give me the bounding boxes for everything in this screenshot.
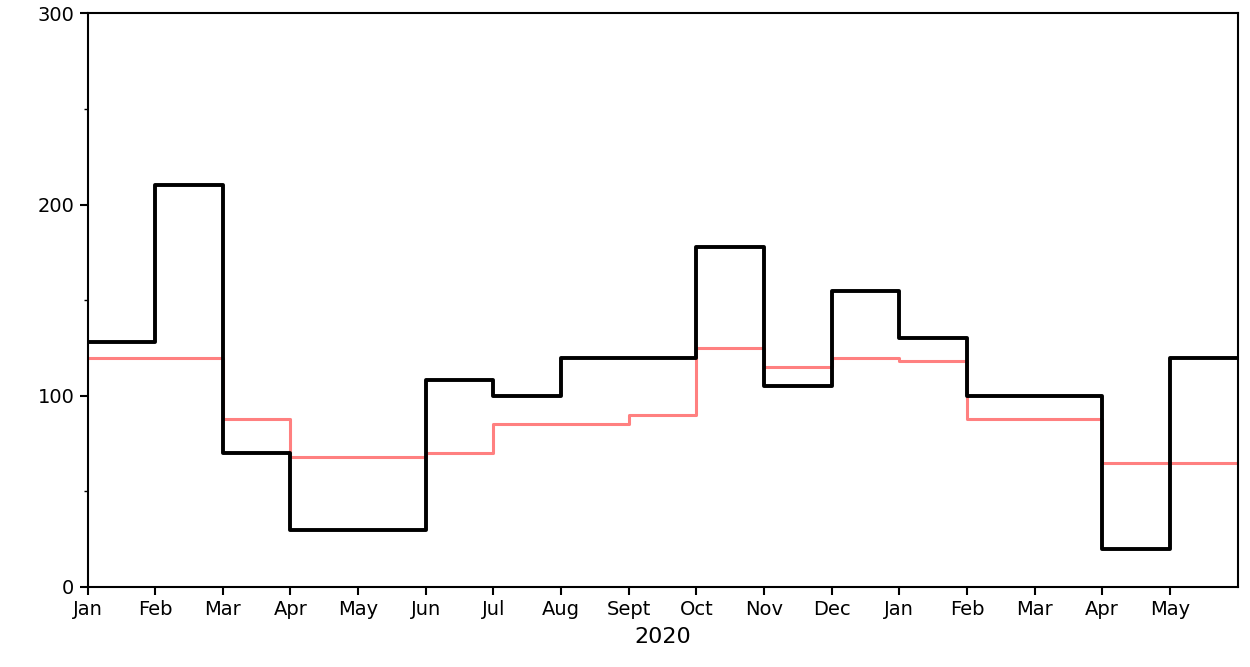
X-axis label: 2020: 2020: [634, 628, 691, 648]
